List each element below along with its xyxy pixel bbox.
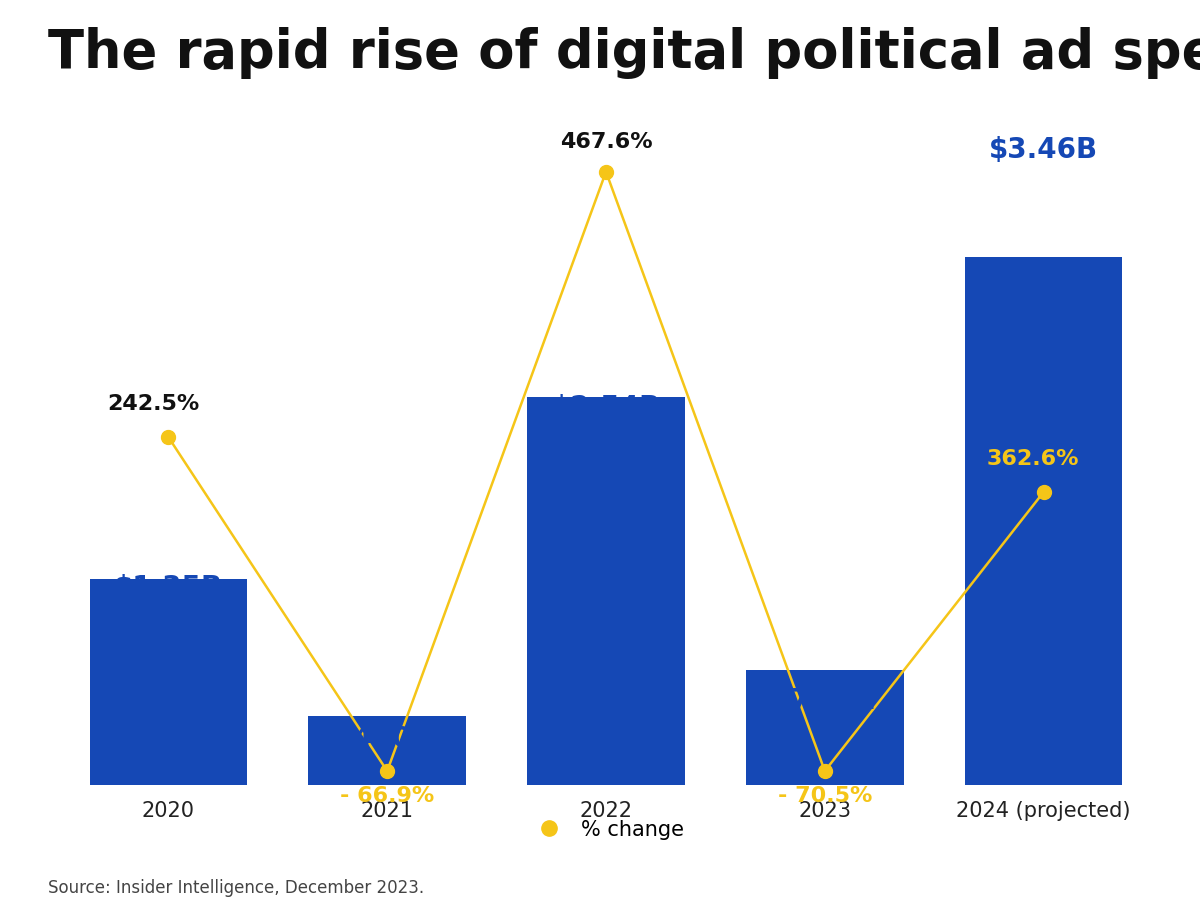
Bar [90, 579, 247, 785]
Point [158, 430, 178, 445]
Text: $1.35B: $1.35B [114, 574, 223, 602]
Text: The rapid rise of digital political ad spending: The rapid rise of digital political ad s… [48, 27, 1200, 79]
Bar [527, 398, 685, 785]
Point [1034, 484, 1054, 499]
Text: 242.5%: 242.5% [107, 394, 199, 414]
Point [378, 764, 397, 778]
Text: - 66.9%: - 66.9% [340, 787, 434, 806]
Bar [746, 670, 904, 785]
Point [815, 764, 834, 778]
Text: Source: Insider Intelligence, December 2023.: Source: Insider Intelligence, December 2… [48, 879, 424, 897]
Text: 467.6%: 467.6% [559, 132, 653, 152]
Bar [308, 716, 466, 785]
Text: $750M: $750M [773, 687, 877, 715]
Legend: % change: % change [520, 811, 692, 848]
Point [596, 164, 616, 179]
Bar [965, 257, 1122, 785]
Text: - 70.5%: - 70.5% [778, 787, 872, 806]
Text: $450M: $450M [335, 725, 439, 753]
Text: $2.54B: $2.54B [551, 394, 661, 422]
Text: $3.46B: $3.46B [989, 136, 1098, 164]
Text: 362.6%: 362.6% [986, 449, 1079, 469]
